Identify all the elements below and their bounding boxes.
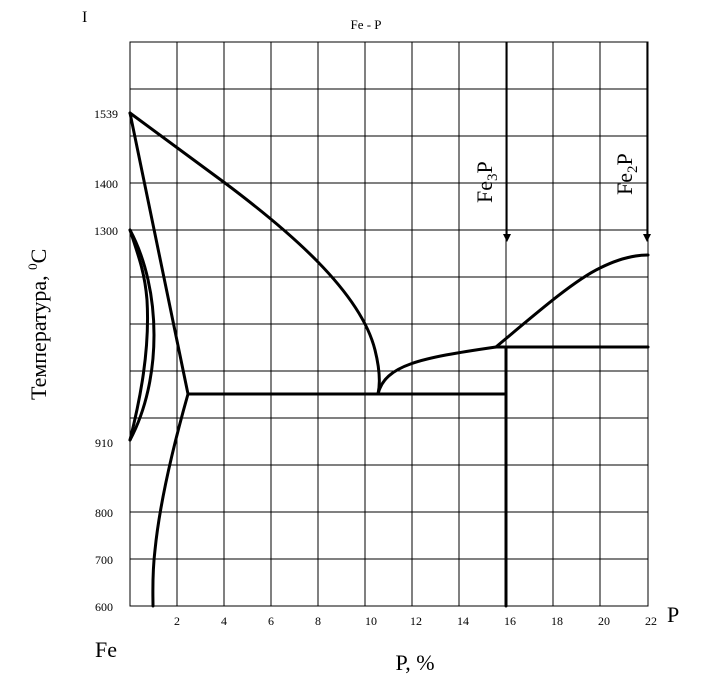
grid-horizontal-lines <box>130 88 648 560</box>
x-tick-label: 6 <box>268 614 274 628</box>
x-tick-label: 8 <box>315 614 321 628</box>
right-component-label: P <box>667 602 679 627</box>
gamma-loop-outer <box>128 228 156 442</box>
left-component-label: Fe <box>95 637 117 662</box>
y-tick-label: 1539 <box>94 107 118 121</box>
y-tick-label: 1300 <box>94 224 118 238</box>
x-axis-label: P, % <box>395 650 434 675</box>
fe3p-label: Fe3P <box>472 161 501 203</box>
liquidus-curve <box>128 111 381 396</box>
grid <box>129 41 649 607</box>
y-axis-label: Температура, 0C <box>25 249 51 400</box>
x-tick-label: 10 <box>365 614 377 628</box>
x-tick-label: 12 <box>410 614 422 628</box>
y-tick-label: 800 <box>95 506 113 520</box>
x-tick-label: 2 <box>174 614 180 628</box>
x-tick-label: 14 <box>457 614 469 628</box>
x-tick-label: 22 <box>645 614 657 628</box>
solidus-line-delta <box>128 111 190 396</box>
x-tick-label: 18 <box>551 614 563 628</box>
fe2p-arrow <box>643 42 651 242</box>
x-tick-labels: 2 4 6 8 10 12 14 16 18 20 22 <box>174 614 657 628</box>
fe3p-fe2p-liquidus <box>494 253 650 349</box>
phase-lines <box>128 111 650 608</box>
x-tick-label: 20 <box>598 614 610 628</box>
liquidus-right-branch <box>376 345 498 396</box>
corner-mark: I <box>82 9 87 26</box>
gamma-loop-inner <box>128 228 149 442</box>
y-tick-label: 910 <box>95 436 113 450</box>
y-tick-labels: 1539 1400 1300 910 800 700 600 <box>94 107 118 614</box>
y-tick-label: 600 <box>95 600 113 614</box>
y-tick-label: 1400 <box>94 177 118 191</box>
x-tick-label: 16 <box>504 614 516 628</box>
fe2p-label: Fe2P <box>612 153 641 195</box>
fe3p-arrow <box>503 42 511 242</box>
alpha-solvus-curve <box>151 392 190 608</box>
y-tick-label: 700 <box>95 553 113 567</box>
x-tick-label: 4 <box>221 614 227 628</box>
diagram-title: Fe - P <box>350 17 381 32</box>
